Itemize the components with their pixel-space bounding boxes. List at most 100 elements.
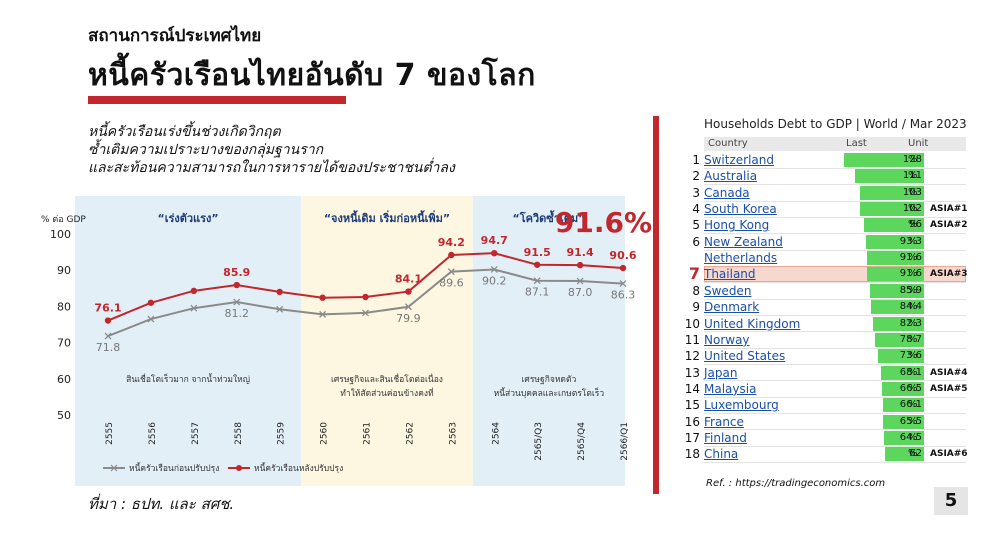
value-text: 93.3 — [899, 235, 922, 247]
period-note: สินเชื่อโตเร็วมาก จากน้ำท่วมใหญ่ — [126, 373, 250, 385]
country-link[interactable]: Finland — [704, 430, 747, 445]
unit-text: % — [908, 235, 918, 247]
table-row: 18 China 62% ASIA#6 — [680, 446, 980, 462]
value-cell: 91.6 — [844, 266, 924, 282]
row-divider — [704, 462, 966, 464]
x-tick-label: 2560 — [320, 422, 330, 445]
value-cell: 128 — [844, 152, 924, 168]
x-tick-label: 2562 — [405, 422, 415, 445]
data-label: 87.1 — [525, 286, 550, 299]
value-text: 96 — [909, 219, 922, 231]
value-cell: 82.3 — [844, 316, 924, 332]
country-link[interactable]: Norway — [704, 332, 750, 347]
data-label: 81.2 — [225, 307, 250, 320]
country-link[interactable]: Sweden — [704, 283, 752, 298]
source-note: ที่มา : ธปท. และ สศช. — [88, 495, 235, 513]
value-text: 82.3 — [899, 317, 922, 329]
value-text: 91.6 — [899, 252, 922, 264]
unit-text: % — [908, 431, 918, 443]
value-cell: 64.5 — [844, 430, 924, 446]
period-title: “เร่งตัวแรง” — [157, 212, 218, 225]
country-link[interactable]: Luxembourg — [704, 398, 779, 413]
row-divider — [704, 216, 966, 218]
value-text: 66.1 — [899, 399, 922, 411]
value-text: 73.6 — [899, 350, 922, 362]
country-link[interactable]: Japan — [704, 365, 738, 380]
data-point — [576, 277, 584, 285]
table-row: 3 Canada 103% — [680, 185, 980, 201]
value-cell: 111 — [844, 168, 924, 184]
period-band — [75, 196, 302, 486]
asia-rank-badge: ASIA#4 — [930, 367, 968, 378]
value-bar — [872, 316, 924, 331]
country-link[interactable]: Malaysia — [704, 381, 757, 396]
rank-number: 1 — [692, 153, 700, 167]
unit-text: % — [908, 350, 918, 362]
rank-number: 16 — [684, 414, 700, 429]
table-row: 8 Sweden 85.9% — [680, 283, 980, 299]
value-bar — [882, 381, 924, 396]
country-link[interactable]: Netherlands — [704, 251, 778, 266]
row-divider — [704, 364, 966, 366]
value-text: 64.5 — [899, 431, 922, 443]
row-divider — [704, 282, 966, 284]
row-divider — [704, 233, 966, 235]
slide-headline: หนี้ครัวเรือนไทยอันดับ 7 ของโลก — [88, 58, 536, 93]
value-text: 78.7 — [899, 333, 922, 345]
country-link[interactable]: United States — [704, 349, 786, 364]
period-note: เศรษฐกิจหดตัว — [522, 375, 577, 385]
data-point — [276, 305, 284, 313]
value-bar — [864, 218, 924, 233]
value-bar — [860, 202, 924, 217]
value-bar — [885, 447, 924, 462]
x-tick-label: 2565/Q4 — [577, 422, 587, 461]
country-link[interactable]: Australia — [704, 169, 758, 184]
rank-number: 6 — [692, 234, 700, 249]
value-text: 111 — [902, 170, 922, 182]
rank-number: 17 — [684, 430, 700, 445]
country-link[interactable]: Hong Kong — [704, 218, 770, 233]
intro-line: หนี้ครัวเรือนเร่งขึ้นช่วงเกิดวิกฤต — [88, 124, 281, 140]
divider-line — [653, 116, 659, 494]
country-link[interactable]: Thailand — [704, 267, 756, 282]
intro-line: และสะท้อนความสามารถในการหารายได้ของประชา… — [88, 160, 455, 176]
unit-text: % — [908, 154, 918, 165]
table-row: 16 France 65.5% — [680, 414, 980, 430]
value-bar — [870, 283, 924, 298]
table-row: 1 Switzerland 128% — [680, 152, 980, 168]
rank-number: 2 — [692, 169, 700, 184]
value-text: 68.1 — [899, 366, 922, 378]
intro-text: หนี้ครัวเรือนเร่งขึ้นช่วงเกิดวิกฤต ซ้ำเต… — [88, 123, 455, 177]
period-note: เศรษฐกิจและสินเชื่อโตต่อเนื่อง — [331, 373, 443, 385]
row-divider — [704, 413, 966, 415]
value-cell: 96 — [844, 217, 924, 233]
data-label: 84.1 — [395, 273, 422, 286]
value-bar — [866, 251, 924, 266]
data-point — [405, 288, 412, 295]
value-bar — [871, 300, 924, 315]
value-cell: 85.9 — [844, 283, 924, 299]
value-cell: 102 — [844, 201, 924, 217]
value-bar — [883, 430, 924, 445]
table-row: 11 Norway 78.7% — [680, 332, 980, 348]
country-link[interactable]: Canada — [704, 185, 750, 200]
row-divider — [704, 429, 966, 431]
country-link[interactable]: Denmark — [704, 300, 760, 315]
x-tick-label: 2566/Q1 — [620, 422, 630, 461]
value-cell: 68.1 — [844, 365, 924, 381]
data-point — [404, 303, 412, 311]
country-link[interactable]: United Kingdom — [704, 316, 801, 331]
data-label: 71.8 — [96, 341, 121, 354]
country-link[interactable]: Switzerland — [704, 153, 774, 167]
value-text: 103 — [902, 186, 922, 198]
period-title: “โควิดซ้ำเติม” — [512, 210, 585, 225]
data-point — [533, 277, 541, 285]
rank-number: 18 — [684, 447, 700, 462]
rank-number: 4 — [692, 202, 700, 217]
data-label: 76.1 — [94, 302, 121, 315]
country-link[interactable]: France — [704, 414, 744, 429]
country-link[interactable]: New Zealand — [704, 234, 783, 249]
country-link[interactable]: China — [704, 447, 739, 462]
period-note: หนี้ส่วนบุคคลและเกษตรโตเร็ว — [494, 387, 605, 399]
country-link[interactable]: South Korea — [704, 202, 777, 217]
